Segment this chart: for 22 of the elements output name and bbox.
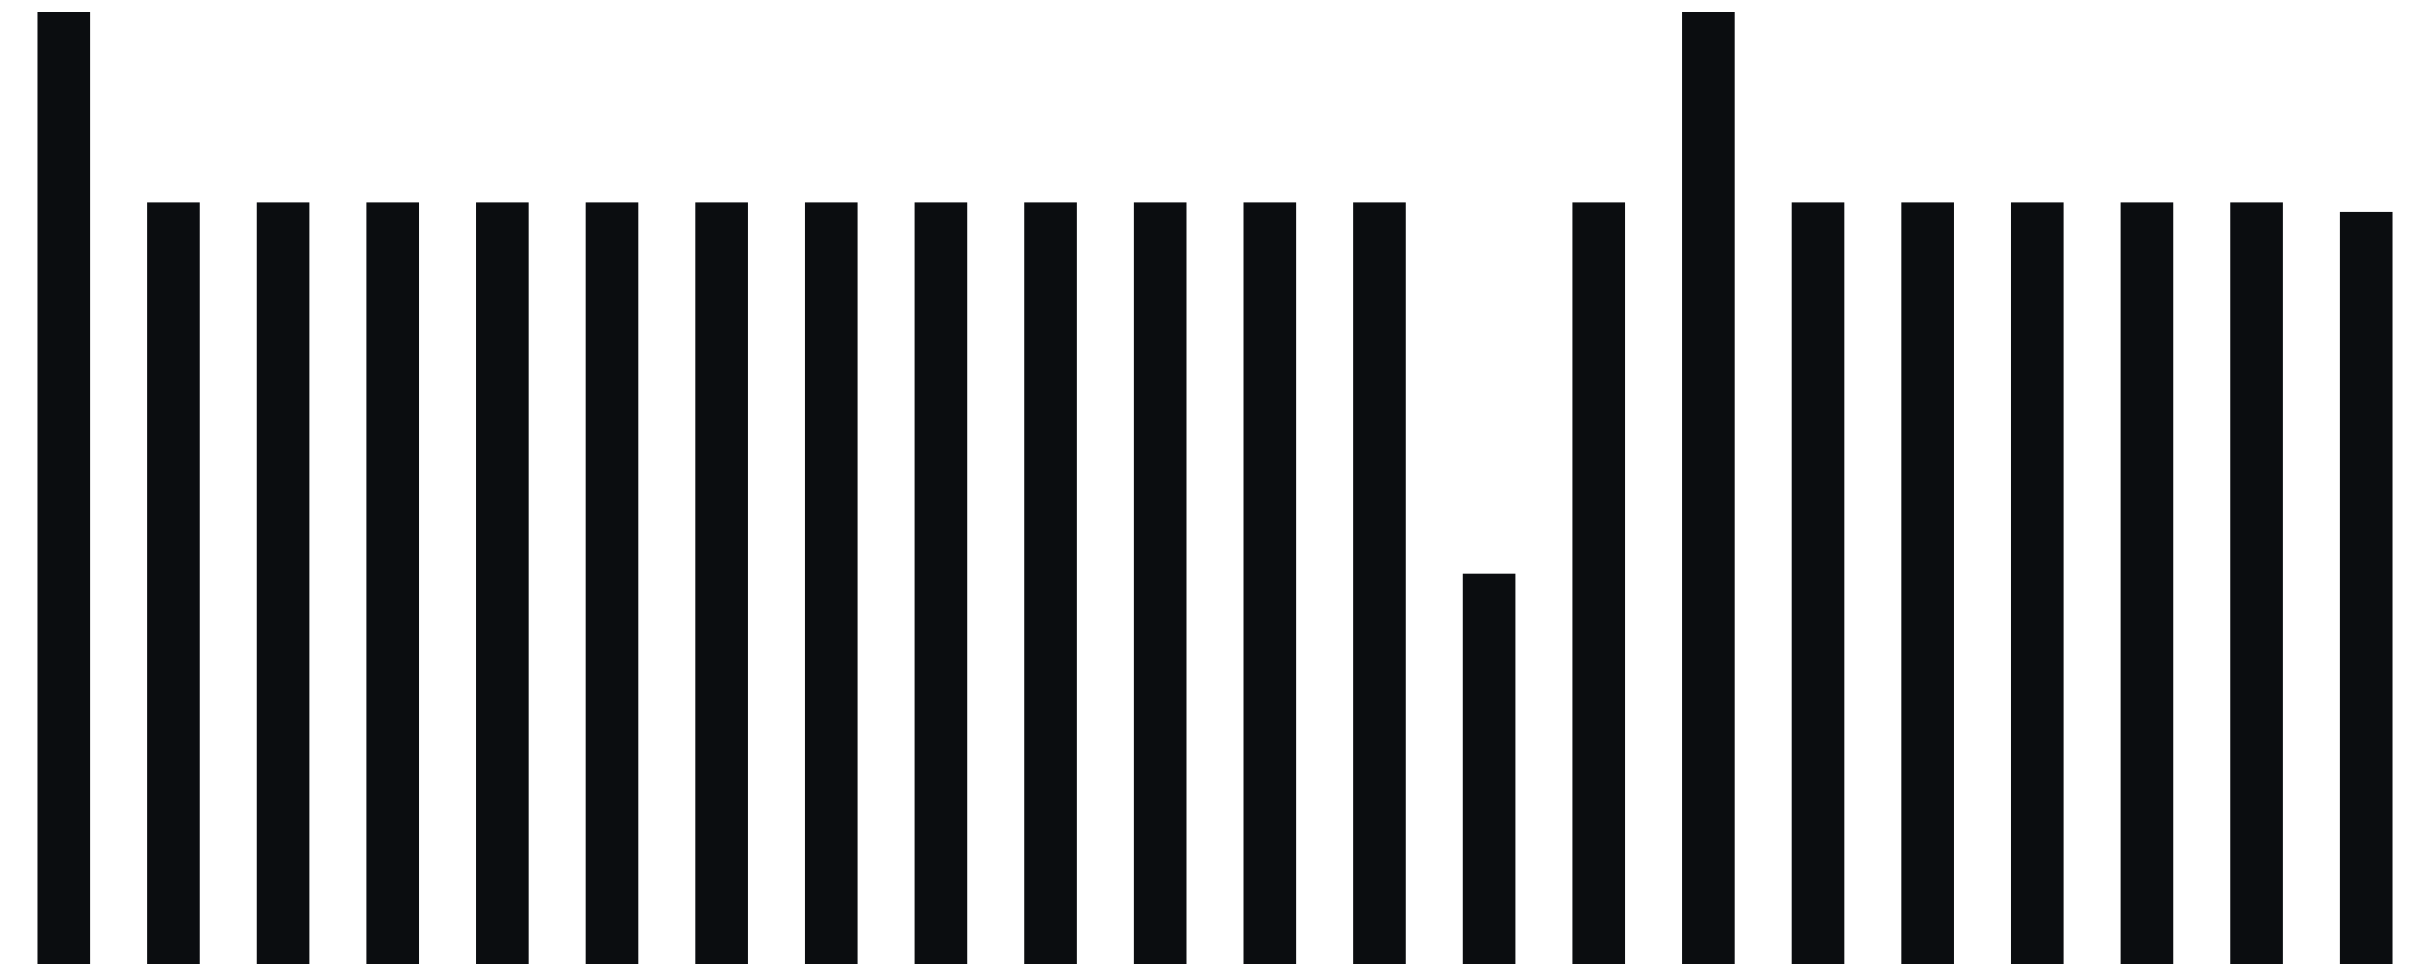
bar bbox=[695, 202, 748, 964]
bar bbox=[1682, 12, 1735, 964]
bar bbox=[804, 202, 858, 964]
bar bbox=[1901, 202, 1954, 964]
bar bbox=[256, 202, 310, 964]
bar bbox=[1353, 202, 1406, 964]
bar bbox=[1791, 202, 1845, 964]
bar bbox=[585, 202, 639, 964]
bar bbox=[147, 202, 200, 964]
bar bbox=[1572, 202, 1626, 964]
bar bbox=[2339, 211, 2393, 964]
bar bbox=[476, 202, 529, 964]
bar bbox=[1024, 202, 1077, 964]
bar bbox=[366, 202, 420, 964]
bar bbox=[2230, 202, 2283, 964]
bar bbox=[1243, 202, 1297, 964]
bar bbox=[2120, 202, 2174, 964]
bar bbox=[1133, 202, 1187, 964]
bar bbox=[1462, 573, 1516, 964]
bar bbox=[914, 202, 968, 964]
bar bbox=[2010, 202, 2064, 964]
bar bbox=[37, 12, 91, 964]
